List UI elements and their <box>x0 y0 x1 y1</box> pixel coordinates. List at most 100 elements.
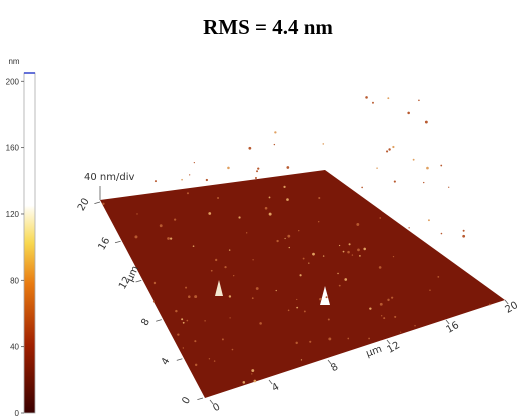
grain <box>437 276 439 278</box>
grain <box>274 144 275 145</box>
grain <box>407 112 410 115</box>
figure: RMS = 4.4 nm nm 40 nm/div µm µm 04080120… <box>0 0 520 419</box>
grain <box>181 179 183 181</box>
colorbar-tick-label: 80 <box>10 276 19 285</box>
axis-tick <box>156 320 162 322</box>
axis-tick-label: 20 <box>76 196 92 213</box>
grain <box>359 255 361 257</box>
grain <box>429 289 430 290</box>
title: RMS = 4.4 nm <box>203 15 333 39</box>
grain <box>269 213 272 216</box>
grain <box>337 273 338 274</box>
grain <box>167 237 170 240</box>
grain <box>155 180 157 182</box>
grain <box>257 168 259 170</box>
grain <box>463 230 465 232</box>
grain <box>256 170 258 172</box>
grain <box>349 243 351 245</box>
grain <box>296 299 297 300</box>
grain <box>379 217 381 219</box>
grain <box>392 146 394 148</box>
grain <box>251 373 252 374</box>
grain <box>462 235 465 238</box>
grain <box>363 248 366 251</box>
grain <box>243 381 246 384</box>
grain <box>187 320 189 322</box>
grain <box>295 342 297 344</box>
colorbar-tick-label: 40 <box>10 343 19 352</box>
grain <box>204 320 205 321</box>
grain <box>322 143 324 145</box>
grain <box>136 213 137 214</box>
grain <box>211 270 213 272</box>
grain <box>347 251 350 254</box>
grain <box>209 358 210 359</box>
grain <box>372 102 374 104</box>
grain <box>288 310 290 312</box>
grain <box>251 369 254 372</box>
grain <box>394 180 396 182</box>
grain <box>328 337 331 340</box>
axis-tick <box>94 202 100 204</box>
axis-tick-label: 12 <box>385 340 402 356</box>
grain <box>253 380 256 383</box>
colorbar <box>24 73 35 413</box>
axis-tick <box>197 398 203 400</box>
grain <box>339 285 341 287</box>
grain <box>388 148 390 150</box>
grain <box>328 318 330 320</box>
grain <box>102 203 104 205</box>
grain <box>276 240 278 242</box>
grain <box>255 177 257 179</box>
grain <box>175 310 177 312</box>
grain <box>318 197 320 199</box>
grain <box>194 295 197 298</box>
grain <box>387 97 389 99</box>
grain <box>177 333 179 335</box>
grain <box>153 301 155 303</box>
grain <box>252 259 253 260</box>
grain <box>326 296 328 298</box>
grain <box>318 221 319 222</box>
grain <box>189 174 190 175</box>
grain <box>187 192 189 194</box>
grain <box>269 197 271 199</box>
z-scale-label: 40 nm/div <box>84 172 134 183</box>
axis-tick-label: 0 <box>180 395 193 406</box>
grain <box>195 364 197 366</box>
grain <box>386 150 388 152</box>
grain <box>376 167 378 169</box>
grain <box>194 340 196 342</box>
axis-tick <box>177 359 183 361</box>
grain <box>356 223 359 226</box>
grain <box>368 338 370 340</box>
grain <box>160 224 163 227</box>
grain <box>391 297 393 299</box>
grain <box>365 96 368 99</box>
grain <box>369 307 371 309</box>
grain <box>283 186 285 188</box>
grain <box>248 147 251 150</box>
axis-tick <box>136 280 142 282</box>
grain <box>440 165 442 167</box>
colorbar-tick-label: 200 <box>6 77 20 86</box>
grain <box>301 359 302 360</box>
grain <box>284 238 285 239</box>
grain <box>214 360 215 361</box>
axis-tick-label: 20 <box>503 300 520 316</box>
grain <box>309 341 311 343</box>
grain <box>206 179 208 181</box>
x-axis-label: µm <box>365 344 384 360</box>
axis-tick-label: 16 <box>444 320 461 336</box>
grain <box>343 251 345 253</box>
grain <box>352 254 353 255</box>
grain <box>265 207 268 210</box>
grain <box>408 227 409 228</box>
axis-tick-label: 4 <box>270 381 281 394</box>
grain <box>298 230 299 231</box>
grain <box>256 287 259 290</box>
axis-tick-label: 4 <box>160 356 173 367</box>
grain <box>383 317 385 319</box>
grain <box>423 182 424 183</box>
grain <box>296 307 298 309</box>
